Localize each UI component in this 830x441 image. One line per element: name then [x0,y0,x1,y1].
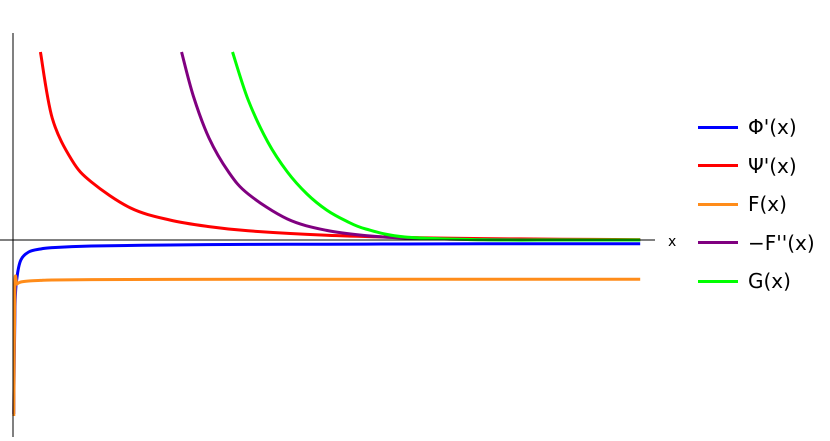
legend-item-0: Φ'(x) [698,108,815,147]
legend-label-3: −F''(x) [748,230,815,255]
series-line-2 [12,274,641,417]
legend-item-2: F(x) [698,185,815,224]
series-line-3 [180,51,641,242]
legend-label-2: F(x) [748,192,787,217]
x-axis-label: x [668,234,676,250]
series-line-0 [12,242,641,415]
legend-swatch-2 [698,202,738,206]
chart-legend: Φ'(x) Ψ'(x) F(x) −F''(x) G(x) [698,108,815,301]
legend-item-4: G(x) [698,262,815,301]
legend-label-0: Φ'(x) [748,115,797,140]
chart-curves [12,51,641,417]
legend-label-1: Ψ'(x) [748,153,797,178]
series-line-1 [38,51,641,242]
legend-swatch-0 [698,125,738,129]
legend-item-3: −F''(x) [698,224,815,263]
legend-swatch-1 [698,164,738,168]
legend-swatch-4 [698,279,738,283]
legend-item-1: Ψ'(x) [698,147,815,186]
legend-label-4: G(x) [748,269,791,294]
series-line-4 [231,51,641,242]
legend-swatch-3 [698,241,738,245]
